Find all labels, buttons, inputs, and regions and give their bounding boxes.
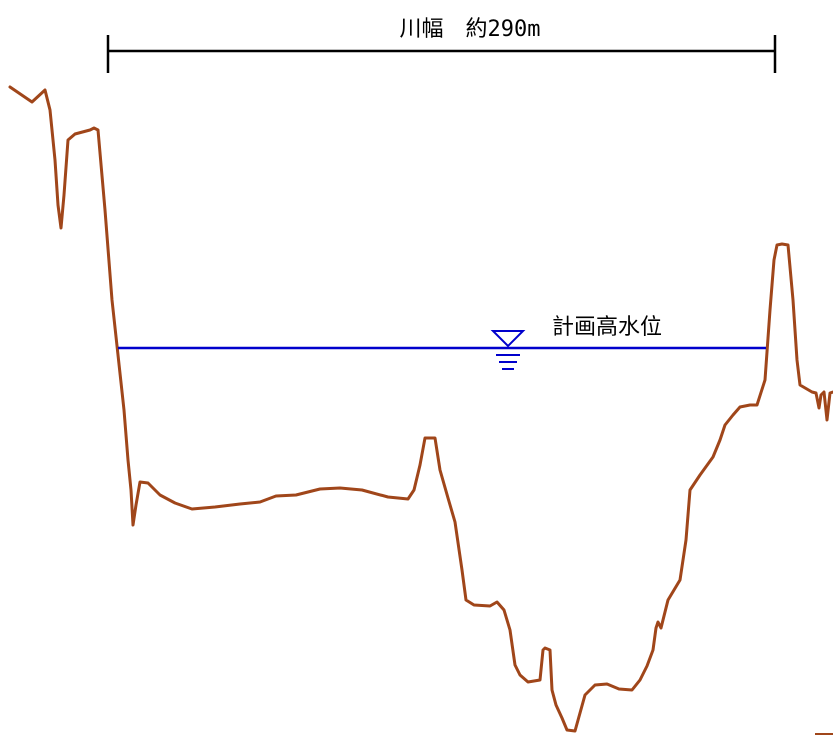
high-water-level: 計画高水位	[118, 315, 766, 370]
river-width-label: 川幅 約290m	[400, 17, 541, 42]
water-level-label: 計画高水位	[552, 315, 662, 340]
river-width-dimension: 川幅 約290m	[106, 17, 777, 73]
water-level-triangle-icon	[490, 330, 526, 348]
ground-profile-line	[8, 85, 833, 733]
